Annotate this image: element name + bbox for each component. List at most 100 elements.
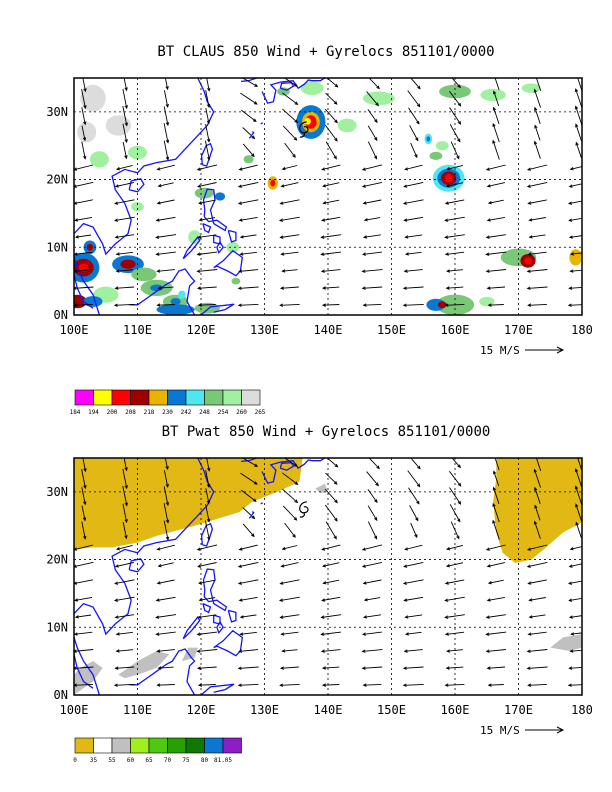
latitude-label: 20N — [46, 553, 68, 567]
wind-arrow — [567, 200, 582, 205]
wind-arrow — [114, 182, 134, 188]
wind-arrow — [320, 614, 342, 619]
wind-arrow — [74, 561, 94, 568]
colorbar-swatch — [222, 737, 242, 754]
wind-arrow — [122, 105, 128, 127]
cloud-cell — [178, 290, 186, 299]
wind-arrow — [526, 561, 548, 568]
wind-arrow — [242, 127, 256, 140]
wind-arrow — [410, 142, 418, 159]
longitude-label: 100E — [60, 323, 89, 337]
colorbar-label: 80 — [201, 757, 209, 764]
colorbar-swatch — [167, 737, 187, 754]
wind-arrow — [198, 597, 216, 602]
colorbar-swatch — [130, 389, 150, 406]
wind-arrow — [74, 649, 94, 653]
coast-line — [182, 615, 201, 640]
longitude-label: 110E — [123, 703, 152, 717]
wind-arrow — [320, 269, 341, 273]
longitude-label: 120E — [187, 323, 216, 337]
wind-arrow — [485, 614, 506, 619]
wind-arrow — [444, 579, 465, 585]
wind-arrow — [320, 234, 342, 239]
wind-arrow — [444, 216, 465, 222]
wind-arrow — [74, 199, 93, 205]
wind-arrow — [81, 141, 87, 160]
wind-arrow — [156, 269, 175, 273]
typhoon-icon — [299, 121, 309, 138]
wind-arrow — [533, 468, 542, 488]
wind-arrow — [568, 183, 582, 188]
wind-arrow — [198, 217, 216, 222]
wind-arrow — [567, 303, 582, 307]
wind-arrow — [157, 562, 174, 568]
wind-arrow — [279, 286, 299, 290]
wind-arrow — [282, 505, 298, 521]
wind-arrow — [403, 561, 424, 568]
wind-arrow — [196, 649, 218, 653]
pwat-region — [74, 661, 103, 695]
wind-arrow — [485, 631, 507, 636]
cloud-cell — [89, 151, 109, 168]
pwat-region — [550, 634, 582, 651]
wind-arrow — [281, 269, 298, 273]
wind-arrow — [320, 649, 341, 653]
wind-arrow — [81, 89, 87, 110]
wind-arrow — [450, 141, 460, 160]
wind-arrow — [534, 106, 541, 124]
wind-arrow — [526, 544, 548, 551]
wind-arrow — [487, 579, 504, 585]
latitude-label: 0N — [54, 688, 68, 702]
latitude-label: 0N — [54, 308, 68, 322]
wind-arrow — [155, 631, 176, 636]
wind-arrow — [281, 649, 298, 653]
wind-arrow — [282, 488, 299, 504]
wind-arrow — [156, 579, 175, 585]
colorbar-swatch — [185, 737, 205, 754]
wind-arrow — [450, 521, 460, 540]
wind-arrow — [449, 124, 461, 143]
wind-arrow — [408, 107, 420, 125]
wind-arrow — [486, 216, 505, 222]
wind-arrow — [115, 649, 134, 653]
wind-arrow — [535, 458, 542, 472]
cloud-cell — [524, 257, 532, 265]
longitude-label: 100E — [60, 703, 89, 717]
panel-title: BT Pwat 850 Wind + Gyrelocs 851101/0000 — [162, 424, 491, 440]
wind-arrow — [155, 234, 177, 239]
wind-arrow — [74, 666, 94, 670]
wind-arrow — [366, 91, 379, 107]
wind-arrow — [163, 123, 170, 144]
cloud-shading — [74, 81, 582, 315]
wind-arrow — [324, 124, 338, 142]
wind-arrow — [362, 579, 382, 585]
wind-arrow — [204, 140, 211, 161]
wind-arrow — [324, 488, 338, 504]
wind-arrow — [535, 78, 542, 92]
wind-arrow — [197, 182, 217, 188]
wind-arrow — [363, 597, 381, 602]
wind-arrow — [237, 303, 259, 307]
wind-arrow — [238, 544, 258, 551]
colorbar-swatch — [74, 737, 94, 754]
wind-arrow — [362, 199, 382, 205]
cloud-cell — [243, 155, 254, 164]
wind-arrow — [322, 182, 340, 188]
pwat-shading — [74, 458, 582, 695]
cloud-cell — [270, 179, 276, 187]
wind-arrow — [196, 286, 217, 290]
longitude-label: 170E — [504, 323, 533, 337]
pwat-region — [74, 458, 303, 550]
cloud-cell — [480, 88, 506, 101]
wind-arrow — [74, 234, 92, 239]
wind-arrow — [528, 217, 546, 222]
gyre-location-symbol — [299, 501, 309, 518]
wind-arrow — [322, 562, 340, 568]
cloud-cell — [362, 91, 395, 106]
wind-arrow — [196, 544, 218, 551]
wind-arrow — [74, 614, 92, 619]
wind-arrow — [163, 520, 170, 541]
latitude-labels: 0N 10N 20N 30N — [46, 485, 68, 702]
wind-arrow — [241, 109, 257, 123]
